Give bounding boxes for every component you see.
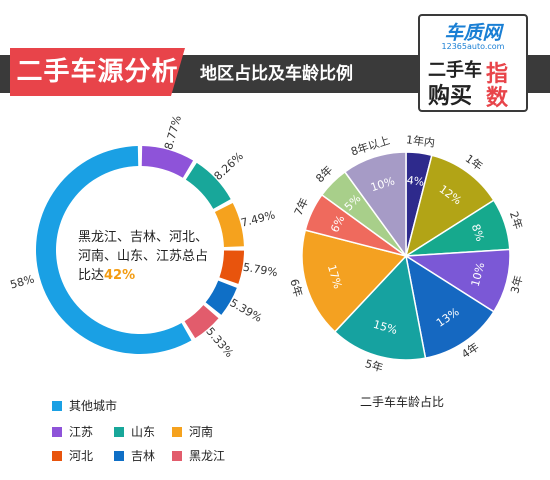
legend-swatch: [172, 451, 182, 461]
pie-category-2年: 2年: [507, 209, 526, 230]
legend-item-吉林: 吉林: [114, 448, 155, 464]
logo-line2: 购买: [428, 84, 473, 109]
legend-item-山东: 山东: [114, 424, 155, 440]
legend-label: 山东: [131, 425, 156, 439]
page-title: 二手车源分析: [10, 48, 185, 96]
logo-line1: 二手车: [428, 60, 482, 81]
donut-label-其他城市: 58%: [9, 272, 36, 291]
donut-slice-河南: [214, 202, 244, 247]
legend-swatch: [52, 401, 62, 411]
logo-index-char2: 数: [486, 86, 509, 111]
legend-swatch: [52, 427, 62, 437]
pie-category-1年: 1年: [463, 151, 486, 173]
donut-slice-河北: [219, 250, 244, 284]
pie-value-3年: 10%: [469, 261, 488, 288]
logo-site-name: 车质网: [444, 22, 502, 44]
donut-center-prefix: 黑龙江、吉林、河北、河南、山东、江苏总占比达: [78, 230, 209, 283]
legend-label: 河北: [69, 449, 94, 463]
page-subtitle: 地区占比及车龄比例: [200, 64, 353, 84]
pie-category-6年: 6年: [287, 277, 305, 298]
pie-category-5年: 5年: [364, 356, 385, 374]
legend-label: 黑龙江: [189, 449, 226, 463]
legend-swatch: [52, 451, 62, 461]
donut-slice-黑龙江: [184, 305, 219, 339]
donut-label-山东: 8.26%: [212, 150, 246, 183]
legend-item-江苏: 江苏: [52, 424, 93, 440]
logo-index-char1: 指: [486, 62, 509, 87]
logo-url: 12365auto.com: [441, 42, 505, 51]
donut-slice-江苏: [141, 146, 194, 178]
legend-item-其他城市: 其他城市: [52, 398, 117, 414]
pie-value-2年: 8%: [469, 222, 487, 243]
legend-swatch: [114, 427, 124, 437]
pie-slice-6年: [301, 229, 408, 333]
pie-category-1年内: 1年内: [405, 132, 436, 150]
donut-label-江苏: 8.77%: [162, 114, 184, 151]
donut-label-吉林: 5.39%: [228, 296, 265, 325]
legend-label: 河南: [189, 425, 214, 439]
pie-slice-5年: [333, 254, 427, 361]
legend-swatch: [172, 427, 182, 437]
legend-item-河南: 河南: [172, 424, 213, 440]
donut-center-text: 黑龙江、吉林、河北、河南、山东、江苏总占比达42%: [78, 228, 210, 285]
donut-label-河南: 7.49%: [239, 208, 276, 229]
brand-logo: 车质网 12365auto.com 二手车 购买 指 数: [418, 14, 528, 112]
donut-slice-吉林: [205, 280, 237, 315]
donut-center-pct: 42%: [104, 268, 136, 283]
legend-item-河北: 河北: [52, 448, 93, 464]
pie-slice-1年: [404, 154, 495, 258]
legend-swatch: [114, 451, 124, 461]
pie-category-3年: 3年: [507, 274, 525, 295]
donut-slice-山东: [185, 162, 231, 209]
legend-label: 其他城市: [69, 399, 118, 413]
pie-title: 二手车车龄占比: [360, 395, 445, 409]
legend-item-黑龙江: 黑龙江: [172, 448, 225, 464]
legend-label: 吉林: [131, 449, 156, 463]
pie-category-7年: 7年: [291, 195, 311, 217]
donut-slice-其他城市: [36, 146, 192, 354]
pie-category-8年: 8年: [313, 163, 336, 186]
donut-label-黑龙江: 5.33%: [203, 325, 236, 360]
pie-slice-8年以上: [343, 151, 407, 259]
donut-label-河北: 5.79%: [242, 261, 279, 280]
legend-label: 江苏: [69, 425, 94, 439]
pie-slice-4年: [404, 254, 495, 360]
pie-value-1年内: 4%: [406, 174, 425, 189]
